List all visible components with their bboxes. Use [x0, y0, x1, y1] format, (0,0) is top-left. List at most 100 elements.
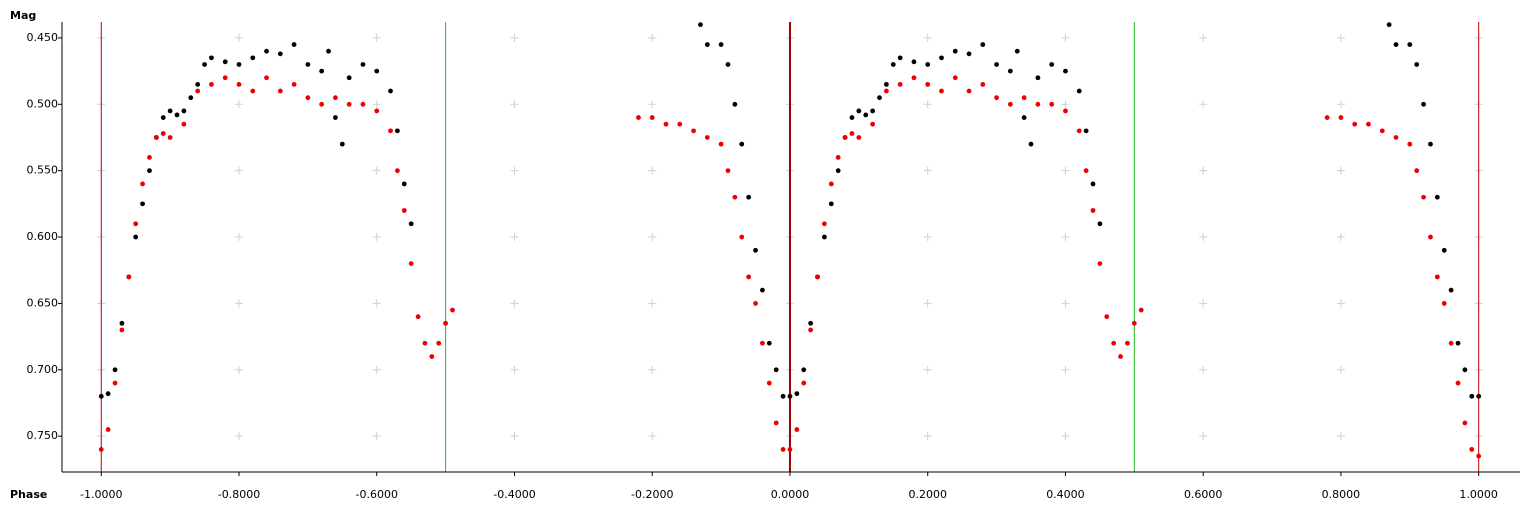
data-point — [883, 88, 889, 94]
data-point — [911, 59, 917, 65]
data-point — [746, 274, 752, 280]
data-point — [291, 81, 297, 87]
data-point — [1448, 340, 1454, 346]
data-point — [1028, 141, 1034, 147]
data-point — [401, 208, 407, 213]
data-point — [429, 354, 435, 359]
grid-plus — [923, 166, 932, 175]
data-point — [305, 62, 311, 67]
x-tick-label: 0.8000 — [1322, 488, 1361, 501]
grid-plus — [1061, 33, 1070, 42]
data-point — [1007, 101, 1013, 107]
data-point — [105, 391, 111, 397]
y-tick-label: 0.750 — [27, 429, 59, 442]
data-point — [450, 307, 455, 313]
data-point — [787, 393, 793, 399]
data-point — [112, 380, 118, 386]
data-point — [209, 81, 214, 87]
data-point — [195, 88, 201, 94]
data-point — [698, 22, 703, 28]
data-point — [822, 234, 827, 240]
data-point — [828, 201, 834, 207]
data-point — [1421, 101, 1426, 107]
data-point — [147, 154, 152, 160]
data-point — [739, 141, 745, 147]
data-point — [1441, 247, 1447, 253]
data-point — [994, 62, 999, 67]
data-point — [1097, 221, 1103, 227]
data-point — [112, 367, 118, 373]
data-point — [828, 181, 834, 187]
data-point — [222, 59, 228, 65]
data-point — [1428, 141, 1433, 147]
data-point — [1090, 208, 1096, 213]
data-point — [264, 75, 269, 81]
x-tick-label: -1.0000 — [80, 488, 122, 501]
data-point — [1407, 42, 1413, 47]
data-point — [1462, 420, 1468, 426]
data-point — [1007, 68, 1013, 74]
data-point — [1386, 22, 1392, 28]
data-point — [291, 42, 297, 47]
data-point — [133, 234, 139, 240]
data-point — [691, 128, 696, 134]
data-point — [1063, 108, 1068, 114]
data-point — [395, 168, 400, 174]
grid-plus — [1061, 100, 1070, 109]
grid-plus — [648, 365, 657, 374]
data-point — [911, 75, 917, 81]
data-point — [415, 314, 421, 320]
grid-plus — [1199, 299, 1208, 308]
data-point — [863, 112, 869, 118]
data-point — [794, 391, 800, 397]
data-point — [1441, 301, 1447, 306]
grid-plus — [510, 100, 519, 109]
data-point — [1125, 340, 1130, 346]
data-point — [808, 327, 814, 333]
data-point — [704, 135, 710, 140]
data-point — [1455, 380, 1461, 386]
data-point — [663, 121, 669, 127]
data-point — [808, 320, 814, 326]
data-point — [401, 181, 407, 187]
data-point — [188, 95, 194, 101]
data-point — [222, 75, 228, 81]
data-point — [236, 81, 242, 87]
data-point — [1131, 320, 1137, 326]
grid-plus — [234, 33, 243, 42]
grid-plus — [1061, 166, 1070, 175]
grid-plus — [510, 233, 519, 242]
data-point — [952, 48, 958, 54]
data-point — [766, 380, 772, 386]
grid-plus — [923, 33, 932, 42]
grid-plus — [923, 100, 932, 109]
data-point — [1407, 141, 1413, 147]
data-point — [870, 121, 876, 127]
data-point — [1111, 340, 1117, 346]
y-tick-label: 0.700 — [27, 363, 59, 376]
grid-plus — [1336, 299, 1345, 308]
data-point — [636, 115, 641, 120]
grid-plus — [1199, 100, 1208, 109]
data-point — [1083, 168, 1089, 174]
grid-plus — [234, 233, 243, 242]
data-point — [718, 141, 724, 147]
data-point — [773, 420, 779, 426]
grid-plus — [1061, 432, 1070, 441]
x-tick-label: 0.4000 — [1046, 488, 1085, 501]
grid-plus — [372, 365, 381, 374]
data-point — [98, 393, 104, 399]
data-point — [319, 68, 325, 74]
data-point — [1063, 68, 1068, 74]
grid-plus — [234, 100, 243, 109]
data-point — [849, 131, 855, 136]
data-point — [1035, 75, 1041, 81]
data-point — [395, 128, 400, 134]
data-point — [1366, 121, 1371, 127]
grid-plus — [648, 33, 657, 42]
data-point — [794, 427, 800, 432]
data-point — [704, 42, 710, 47]
data-point — [1469, 393, 1475, 399]
data-point — [952, 75, 958, 81]
